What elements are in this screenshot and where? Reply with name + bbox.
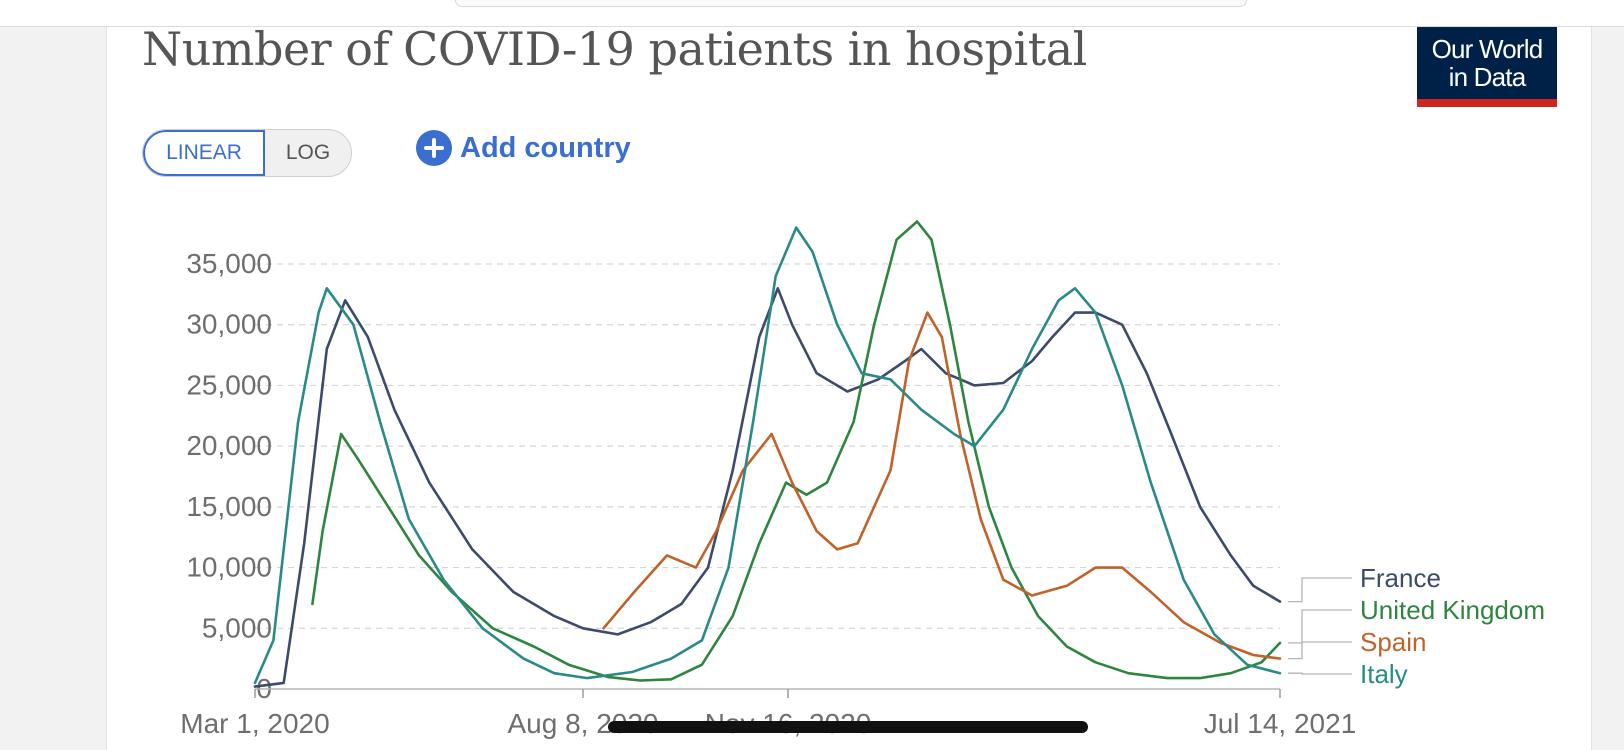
- y-tick-label-5: 25,000: [186, 369, 272, 400]
- owid-logo[interactable]: Our World in Data: [1417, 27, 1557, 107]
- legend-label-france: France: [1360, 563, 1441, 593]
- browser-top-bar: [0, 0, 1624, 27]
- legend-label-italy: Italy: [1360, 659, 1408, 689]
- scale-linear-button[interactable]: LINEAR: [143, 130, 265, 176]
- series-line-france: [253, 287, 1282, 688]
- y-tick-label-1: 5,000: [202, 612, 272, 643]
- legend-connector-spain: [1288, 641, 1352, 660]
- scale-log-button[interactable]: LOG: [285, 141, 331, 164]
- y-tick-label-6: 30,000: [186, 309, 272, 340]
- chart-card: [106, 27, 1592, 750]
- chart-title: Number of COVID-19 patients in hospital: [142, 22, 1087, 76]
- add-country-label: Add country: [460, 131, 631, 164]
- logo-line-2: in Data: [1448, 62, 1527, 92]
- legend-label-spain: Spain: [1360, 627, 1427, 657]
- legend-connector-france: [1288, 577, 1352, 603]
- home-indicator: [608, 721, 1088, 733]
- y-tick-label-7: 35,000: [186, 248, 272, 279]
- x-tick-label-0: Mar 1, 2020: [180, 708, 329, 739]
- y-tick-label-2: 10,000: [186, 552, 272, 583]
- add-country-button[interactable]: Add country: [416, 128, 631, 168]
- plus-circle-icon: [416, 130, 452, 166]
- series-line-united-kingdom: [311, 220, 1282, 682]
- y-tick-label-4: 20,000: [186, 430, 272, 461]
- logo-line-1: Our World: [1431, 34, 1544, 64]
- legend-connector-italy: [1288, 672, 1352, 675]
- series-line-italy: [253, 226, 1282, 685]
- legend-connector-united-kingdom: [1288, 609, 1352, 644]
- scale-toggle: LINEAR LOG: [142, 129, 352, 177]
- x-tick-label-3: Jul 14, 2021: [1204, 708, 1357, 739]
- series-line-spain: [602, 311, 1282, 660]
- legend-label-united-kingdom: United Kingdom: [1360, 595, 1545, 625]
- y-tick-label-3: 15,000: [186, 491, 272, 522]
